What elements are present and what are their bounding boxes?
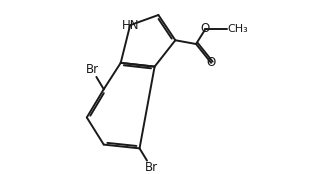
Text: Br: Br bbox=[85, 63, 99, 76]
Text: Br: Br bbox=[145, 161, 158, 174]
Text: O: O bbox=[207, 56, 216, 69]
Text: O: O bbox=[201, 22, 210, 35]
Text: CH₃: CH₃ bbox=[227, 24, 248, 34]
Text: HN: HN bbox=[121, 19, 139, 32]
